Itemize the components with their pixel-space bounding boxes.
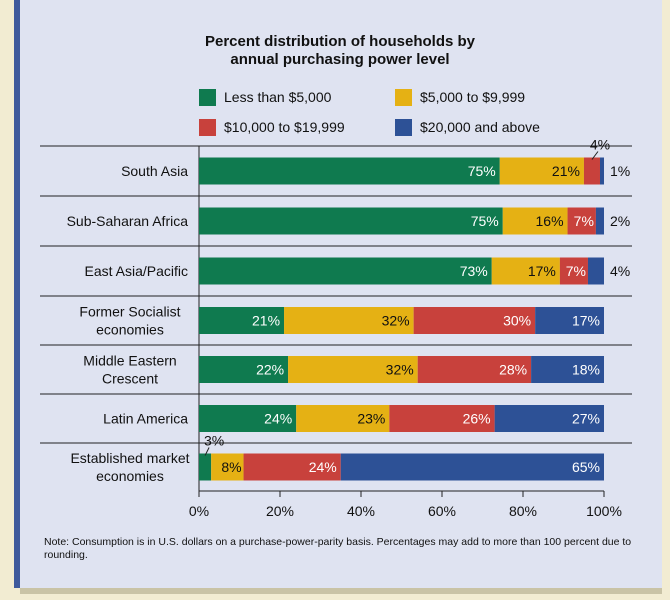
legend-swatch-10000-to-19999 [199,119,216,136]
x-tick-label: 20% [266,503,294,519]
bar-segment [417,356,532,383]
bar-segment [502,207,568,235]
data-label: 17% [528,263,556,279]
x-tick-label: 0% [189,503,209,519]
legend-label-less-than-5000: Less than $5,000 [224,89,332,105]
bar-segment [288,356,418,383]
category-label: Latin America [103,411,188,427]
data-label: 28% [499,362,527,378]
category-label: Sub-Saharan Africa [67,213,189,229]
legend-label-10000-to-19999: $10,000 to $19,999 [224,119,345,135]
data-label-leader [204,447,210,456]
legend-swatch-less-than-5000 [199,89,216,106]
bar-segment [199,405,297,432]
panel-shadow [20,588,662,594]
bar-segment [296,405,390,432]
x-tick-label: 100% [586,503,622,519]
data-label: 75% [468,163,496,179]
bar-segment [494,405,604,432]
bar-segment [199,207,503,235]
data-label: 30% [503,313,531,329]
data-label: 2% [610,213,630,229]
bar-segment [599,157,604,185]
bar-segment [284,307,414,334]
data-label: 22% [256,362,284,378]
chart-title-line-2: annual purchasing power level [230,51,450,68]
data-label: 18% [572,362,600,378]
category-label: Crescent [102,371,158,387]
data-label: 4% [610,263,630,279]
bar-segment [199,157,500,185]
data-label: 75% [471,213,499,229]
bar-segment [583,157,600,185]
bar-segment [531,356,604,383]
bar-segment [243,453,341,481]
bar-segment [499,157,584,185]
data-label: 1% [610,163,630,179]
category-label: economies [96,468,164,484]
legend-label-20000-and-above: $20,000 and above [420,119,540,135]
category-label: South Asia [121,163,188,179]
bar-segment [340,453,604,481]
data-label: 16% [536,213,564,229]
data-label: 32% [382,313,410,329]
data-label: 24% [309,459,337,475]
data-label: 73% [460,263,488,279]
chart-panel [14,0,662,588]
bar-segment [413,307,536,334]
category-label: economies [96,322,164,338]
bar-segment [559,257,588,285]
data-label: 7% [574,213,594,229]
data-label: 21% [252,313,280,329]
data-label: 7% [566,263,586,279]
category-label: Established market [70,450,189,466]
data-label-leader [591,151,599,160]
bar-segment [567,207,596,235]
bar-segment [491,257,560,285]
bar-segment [211,453,244,481]
legend-swatch-20000-and-above [395,119,412,136]
chart-note: Note: Consumption is in U.S. dollars on … [44,536,632,561]
category-label: East Asia/Pacific [85,263,189,279]
bar-segment [199,307,285,334]
bar-segment [535,307,604,334]
chart-title-line-1: Percent distribution of households by [204,33,475,50]
bar-segment [587,257,604,285]
data-label: 3% [204,433,224,449]
bar-segment [199,453,212,481]
x-tick-label: 60% [428,503,456,519]
bar-segment [199,356,289,383]
category-label: Former Socialist [79,304,180,320]
data-label: 32% [386,362,414,378]
legend-label-5000-to-9999: $5,000 to $9,999 [420,89,526,105]
data-label: 17% [572,313,600,329]
x-tick-label: 80% [509,503,537,519]
data-label: 21% [552,163,580,179]
panel-accent-stripe [14,0,20,588]
category-label: Middle Eastern [83,353,176,369]
legend-swatch-5000-to-9999 [395,89,412,106]
data-label: 23% [357,411,385,427]
x-tick-label: 40% [347,503,375,519]
data-label: 65% [572,459,600,475]
data-label: 24% [264,411,292,427]
bar-segment [389,405,495,432]
bar-segment [595,207,604,235]
bar-segment [199,257,492,285]
data-label: 4% [590,137,610,153]
data-label: 8% [221,459,241,475]
data-label: 27% [572,411,600,427]
data-label: 26% [463,411,491,427]
